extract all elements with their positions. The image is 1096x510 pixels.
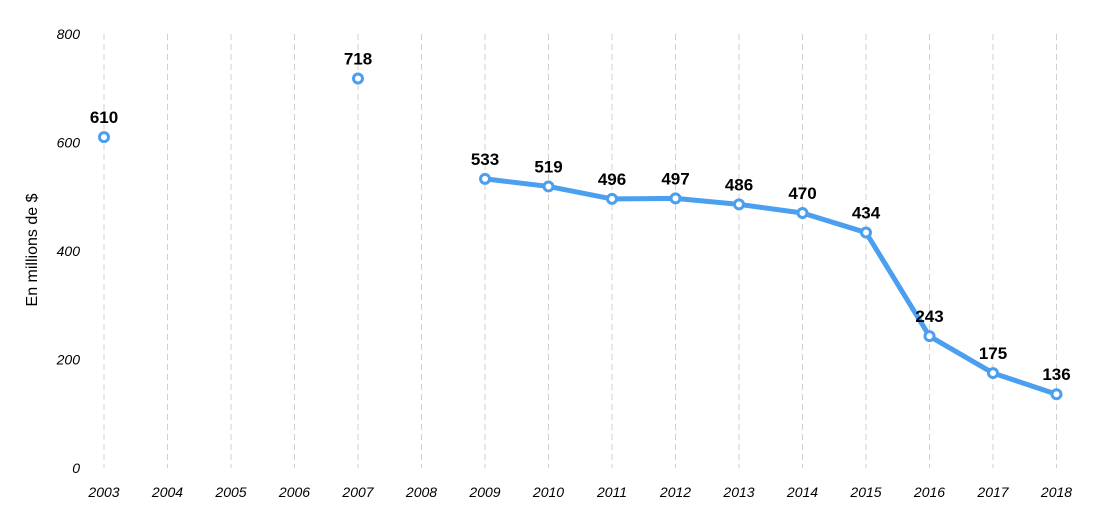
x-axis-ticks: 2003 2004 2005 2006 2007 2008 2009 2010 2011 2012…: [87, 484, 1072, 500]
data-point: [987, 367, 999, 380]
y-tick-label: 800: [57, 26, 81, 42]
data-point: [733, 198, 745, 211]
data-label: 486: [725, 175, 753, 194]
x-tick-label: 2010: [532, 484, 564, 500]
x-tick-label: 2009: [468, 484, 500, 500]
x-tick-label: 2014: [786, 484, 818, 500]
x-tick-label: 2011: [596, 484, 627, 500]
data-point: [352, 72, 364, 85]
data-label: 497: [661, 169, 689, 188]
x-tick-label: 2015: [849, 484, 881, 500]
x-tick-label: 2003: [87, 484, 119, 500]
data-label: 533: [471, 150, 499, 169]
series-line: [482, 176, 1059, 397]
x-tick-label: 2016: [913, 484, 945, 500]
data-label: 610: [90, 108, 118, 127]
y-axis-label: En millions de $: [24, 193, 41, 306]
x-tick-label: 2005: [214, 484, 246, 500]
data-point: [923, 330, 936, 343]
data-labels: 610 718 533 519 496 497 486 470 434 243 175 136: [90, 49, 1071, 384]
x-tick-label: 2008: [405, 484, 437, 500]
data-label: 718: [344, 49, 372, 68]
y-tick-label: 400: [57, 243, 81, 259]
data-point: [98, 131, 110, 144]
data-label: 519: [534, 157, 562, 176]
y-axis-ticks: 0 200 400 600 800: [56, 26, 81, 476]
y-tick-label: 600: [57, 135, 81, 151]
x-tick-label: 2018: [1040, 484, 1072, 500]
x-tick-label: 2012: [659, 484, 691, 500]
data-label: 243: [915, 307, 943, 326]
y-tick-label: 0: [72, 460, 80, 476]
data-label: 496: [598, 170, 626, 189]
x-tick-label: 2007: [341, 484, 374, 500]
data-point: [860, 226, 872, 239]
data-label: 175: [979, 344, 1007, 363]
series: [98, 72, 1063, 401]
x-tick-label: 2013: [722, 484, 754, 500]
grid: [103, 34, 1057, 468]
x-tick-label: 2017: [976, 484, 1009, 500]
data-point: [1050, 388, 1063, 401]
data-label: 136: [1042, 365, 1070, 384]
data-point: [796, 207, 809, 220]
x-tick-label: 2006: [278, 484, 310, 500]
data-label: 434: [852, 204, 881, 223]
data-point: [669, 192, 682, 205]
y-tick-label: 200: [56, 352, 81, 368]
data-label: 470: [788, 184, 816, 203]
data-point: [606, 192, 618, 205]
data-point: [479, 172, 491, 185]
data-point: [542, 180, 555, 193]
x-tick-label: 2004: [151, 484, 183, 500]
